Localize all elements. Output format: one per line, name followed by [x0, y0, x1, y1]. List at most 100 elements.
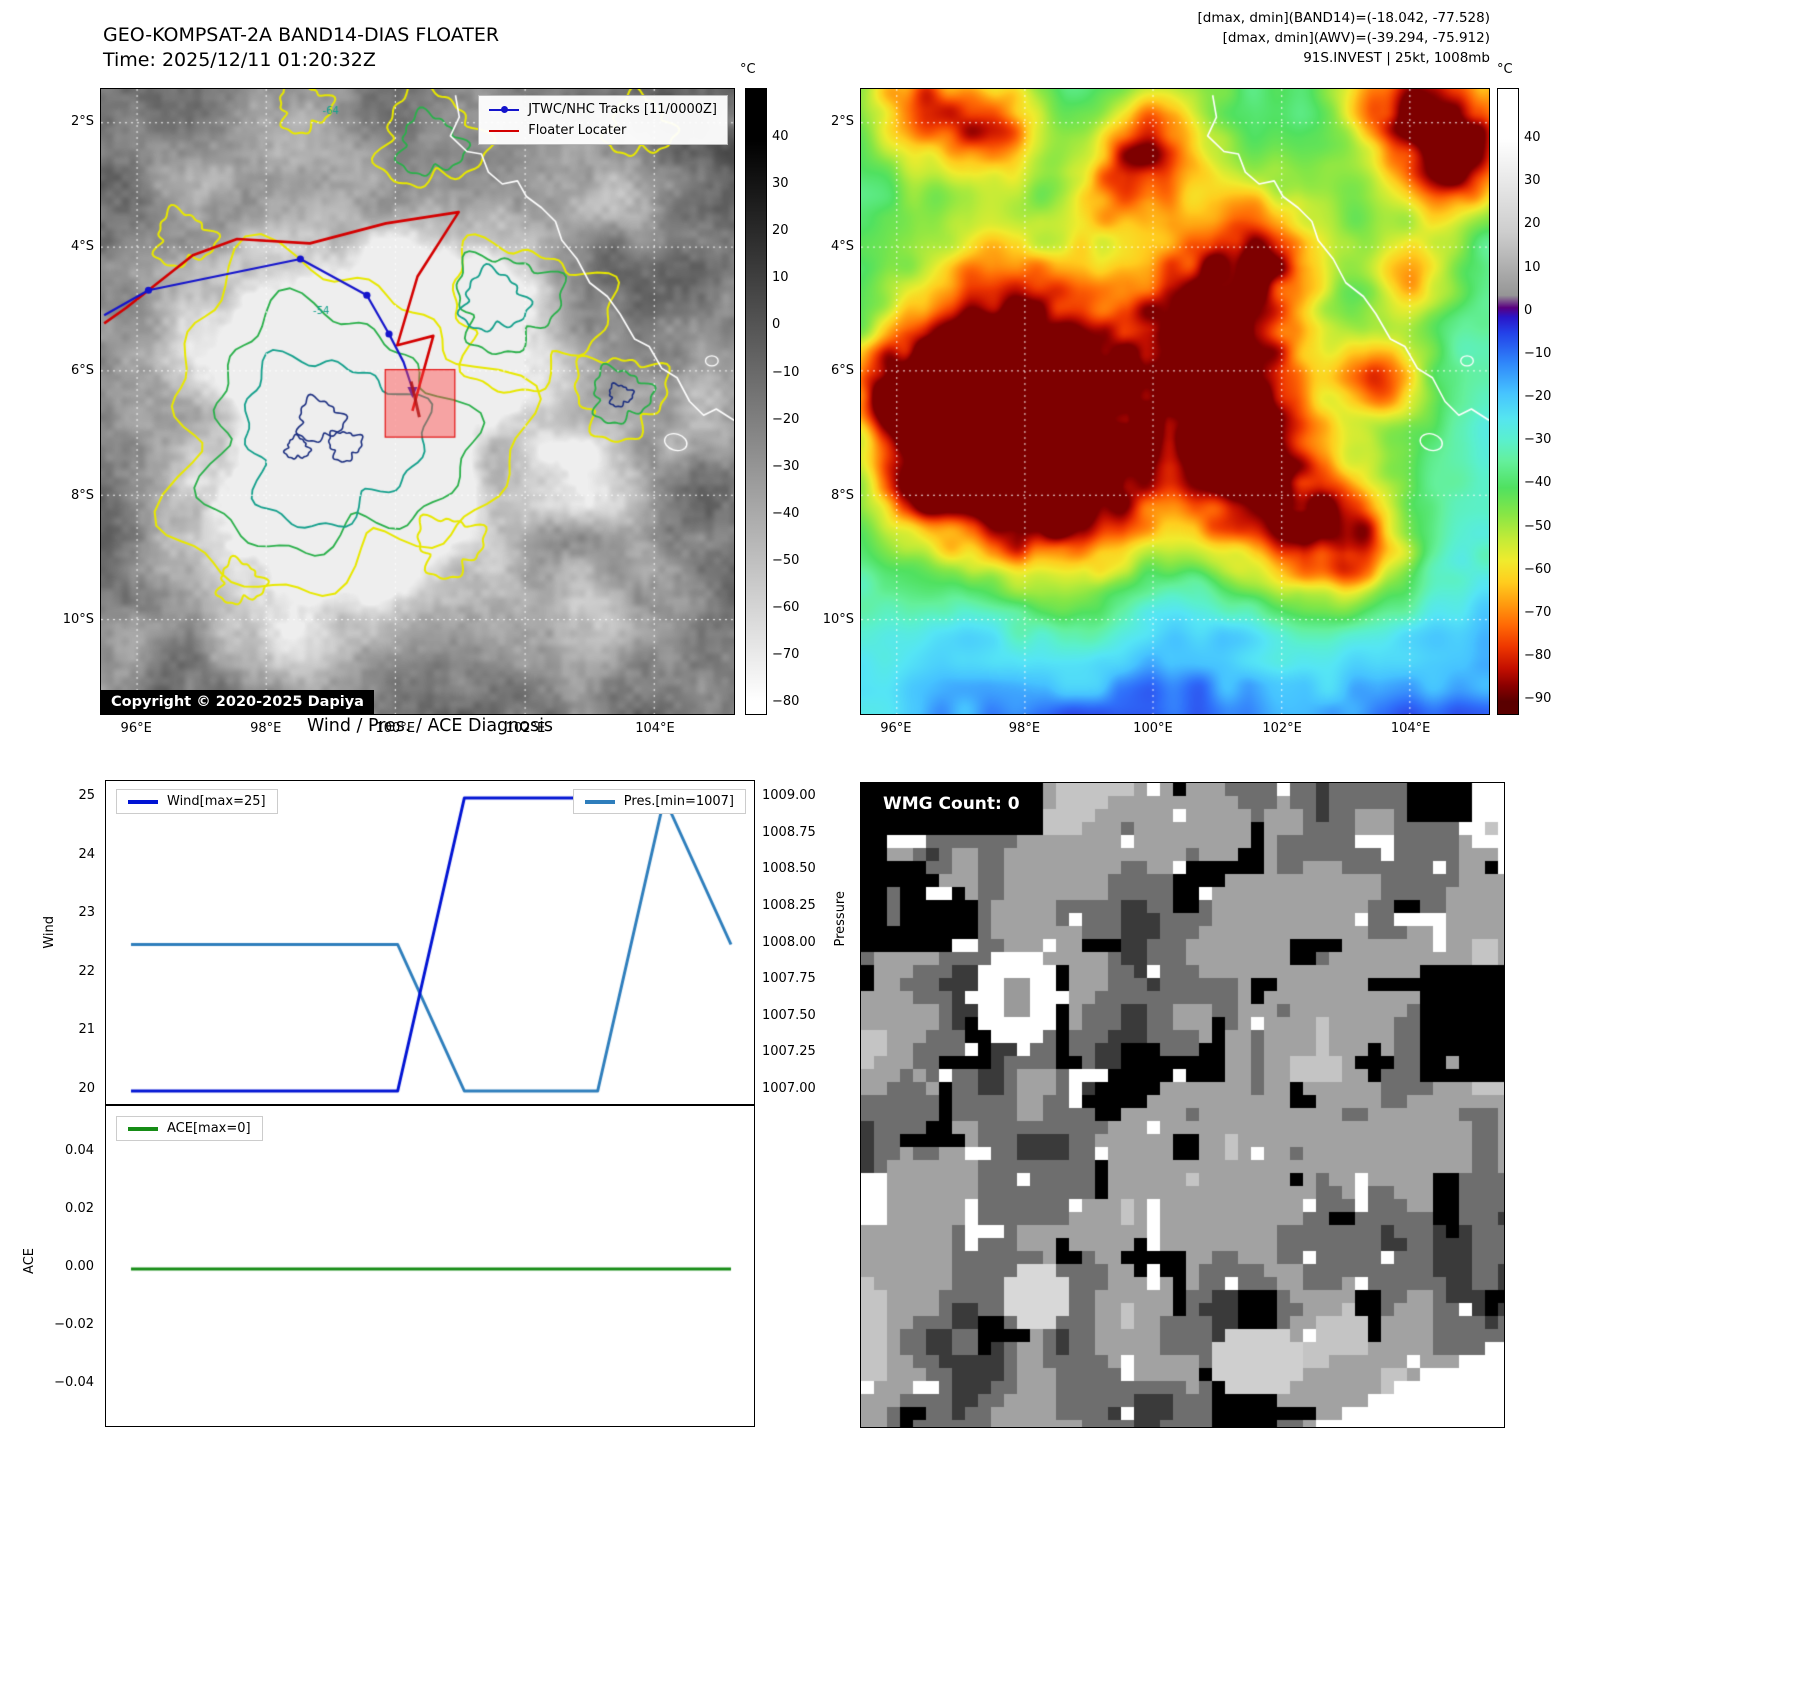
band14-y-tick: 2°S: [70, 113, 94, 129]
pressure-y-tick: 1007.50: [762, 1007, 816, 1023]
wind-legend: Wind[max=25]: [116, 789, 278, 814]
ace-legend: ACE[max=0]: [116, 1116, 263, 1141]
band14-y-tick: 6°S: [70, 362, 94, 378]
wind-pressure-lines: [106, 781, 754, 1104]
awv-x-tick: 102°E: [1262, 721, 1302, 736]
awv-colorbar-tick: −70: [1524, 604, 1552, 620]
ace-legend-label: ACE[max=0]: [167, 1121, 251, 1136]
awv-colorbar-tick: 0: [1524, 302, 1533, 318]
awv-colorbar-tick: −90: [1524, 691, 1552, 707]
awv-map-panel: [860, 88, 1490, 715]
wind-y-tick: 25: [78, 788, 95, 803]
awv-satellite-image: [861, 89, 1489, 714]
floater-line: [489, 129, 520, 132]
band14-colorbar-tick: −10: [772, 364, 800, 380]
awv-header-line2: [dmax, dmin](AWV)=(-39.294, -75.912): [1222, 30, 1490, 46]
pressure-y-tick: 1007.25: [762, 1044, 816, 1060]
pressure-y-tick: 1007.00: [762, 1081, 816, 1096]
awv-colorbar-unit: °C: [1497, 62, 1513, 77]
ace-chart: ACE[max=0]: [105, 1105, 755, 1427]
band14-y-tick: 4°S: [70, 238, 94, 254]
tracks-dot: [500, 106, 508, 113]
wmg-panel: WMG Count: 0: [860, 782, 1505, 1428]
awv-y-tick: 4°S: [830, 238, 854, 254]
band14-colorbar-tick: −60: [772, 600, 800, 616]
awv-colorbar-tick: −30: [1524, 432, 1552, 448]
band14-x-tick: 102°E: [505, 721, 546, 736]
awv-colorbar-tick: 10: [1524, 259, 1541, 275]
band14-satellite-image: [101, 89, 734, 714]
band14-x-tick: 98°E: [250, 721, 282, 736]
awv-colorbar-tick: −60: [1524, 561, 1552, 577]
band14-colorbar-tick: 0: [772, 317, 781, 333]
ace-y-tick: −0.02: [54, 1317, 94, 1332]
ace-line-swatch: [128, 1126, 158, 1131]
band14-y-tick: 10°S: [62, 612, 94, 628]
wind-pressure-chart: Wind[max=25] Pres.[min=1007]: [105, 780, 755, 1105]
awv-header-line3: 91S.INVEST | 25kt, 1008mb: [1303, 50, 1490, 66]
ace-y-tick: −0.04: [54, 1375, 94, 1390]
wind-legend-label: Wind[max=25]: [167, 794, 266, 809]
band14-x-tick: 104°E: [635, 721, 675, 736]
copyright-label: Copyright © 2020-2025 Dapiya: [101, 690, 374, 714]
awv-x-tick: 100°E: [1133, 721, 1173, 736]
wind-y-tick: 24: [78, 846, 95, 862]
wind-axis-label: Wind: [42, 916, 57, 949]
pressure-y-tick: 1008.50: [762, 861, 816, 877]
floater-line-swatch: [489, 126, 520, 136]
pressure-axis-label: Pressure: [833, 891, 848, 947]
awv-x-tick: 96°E: [880, 721, 912, 736]
band14-colorbar-tick: −40: [772, 505, 800, 521]
band14-y-tick: 8°S: [70, 487, 94, 503]
tracks-legend-label: JTWC/NHC Tracks [11/0000Z]: [528, 102, 717, 117]
pressure-y-tick: 1009.00: [762, 788, 816, 803]
floater-legend-label: Floater Locater: [528, 123, 627, 138]
awv-y-tick: 10°S: [822, 612, 854, 628]
pressure-y-tick: 1008.00: [762, 934, 816, 950]
awv-header-line1: [dmax, dmin](BAND14)=(-18.042, -77.528): [1197, 10, 1490, 26]
ace-axis-label: ACE: [22, 1248, 37, 1274]
awv-colorbar-tick: 30: [1524, 173, 1541, 189]
tracks-line-swatch: [489, 105, 520, 115]
awv-colorbar-tick: 20: [1524, 216, 1541, 232]
awv-x-tick: 104°E: [1390, 721, 1431, 736]
awv-y-tick: 6°S: [830, 362, 854, 378]
band14-colorbar-tick: −70: [772, 647, 800, 663]
band14-colorbar-tick: 10: [772, 270, 789, 286]
legend-row-floater: Floater Locater: [489, 123, 717, 138]
awv-header: [dmax, dmin](BAND14)=(-18.042, -77.528) …: [1000, 8, 1490, 68]
pressure-y-tick: 1008.25: [762, 897, 816, 913]
pressure-line-swatch: [584, 799, 615, 804]
band14-x-tick: 100°E: [375, 721, 416, 736]
band14-legend: JTWC/NHC Tracks [11/0000Z] Floater Locat…: [478, 95, 728, 145]
pressure-y-tick: 1008.75: [762, 824, 816, 840]
wind-line-swatch: [128, 799, 158, 804]
awv-colorbar-tick: −80: [1524, 648, 1552, 664]
pres-legend: Pres.[min=1007]: [572, 789, 746, 814]
wind-y-tick: 21: [78, 1022, 95, 1038]
wmg-image: [861, 783, 1504, 1427]
band14-colorbar-tick: 20: [772, 223, 789, 239]
ace-y-tick: 0.04: [65, 1143, 94, 1158]
band14-colorbar-tick: 40: [772, 128, 789, 144]
band14-colorbar-tick: −30: [772, 458, 800, 474]
legend-row-tracks: JTWC/NHC Tracks [11/0000Z]: [489, 102, 717, 117]
ace-y-tick: 0.02: [65, 1201, 94, 1216]
band14-colorbar-unit: °C: [740, 62, 756, 77]
awv-x-tick: 98°E: [1008, 721, 1041, 736]
band14-colorbar-tick: −20: [772, 411, 800, 427]
pressure-legend-label: Pres.[min=1007]: [623, 794, 734, 809]
awv-colorbar-tick: −40: [1524, 475, 1552, 491]
band14-colorbar-tick: −80: [772, 694, 800, 710]
band14-colorbar: [745, 88, 767, 715]
band14-title-line2: Time: 2025/12/11 01:20:32Z: [103, 49, 376, 71]
pressure-y-tick: 1007.75: [762, 971, 816, 987]
band14-map-panel: JTWC/NHC Tracks [11/0000Z] Floater Locat…: [100, 88, 735, 715]
wmg-count-label: WMG Count: 0: [873, 791, 1030, 817]
awv-colorbar: [1497, 88, 1519, 715]
band14-colorbar-tick: −50: [772, 553, 800, 569]
wind-y-tick: 20: [78, 1081, 95, 1096]
diagnosis-title: Wind / Pres. / ACE Diagnosis: [306, 716, 554, 736]
awv-y-tick: 2°S: [830, 113, 854, 129]
